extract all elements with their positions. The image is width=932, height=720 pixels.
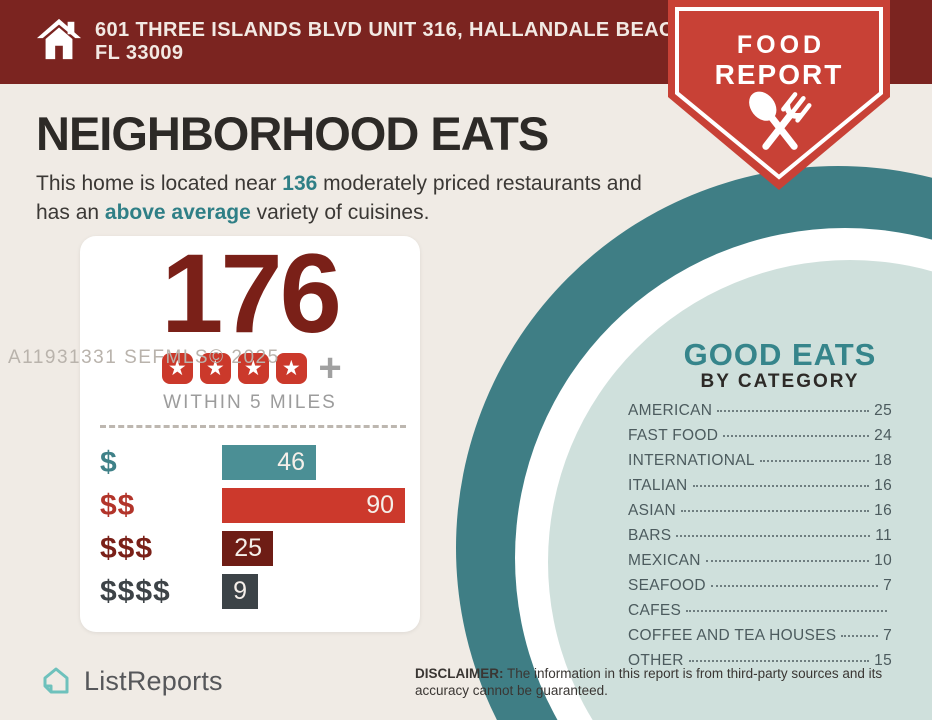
listreports-wordmark: ListReports — [84, 665, 223, 696]
subtitle-text: variety of cuisines. — [250, 201, 430, 224]
category-value: 15 — [874, 652, 892, 669]
price-bar: 9 — [222, 574, 258, 609]
page-title: NEIGHBORHOOD EATS — [36, 107, 549, 160]
category-dots — [759, 460, 870, 462]
star-icon: ★ — [161, 352, 193, 384]
category-label: BARS — [628, 527, 672, 544]
good-eats-title: GOOD EATS — [683, 337, 877, 372]
price-bar: 25 — [222, 531, 273, 566]
category-label: AMERICAN — [628, 402, 713, 419]
star-icon: ★ — [199, 352, 231, 384]
category-row: OTHER 15 — [628, 652, 892, 677]
good-eats-subtitle: BY CATEGORY — [700, 371, 860, 392]
price-tier-label: $$$$ — [100, 574, 171, 608]
category-label: CAFES — [628, 602, 682, 619]
category-row: CAFES — [628, 602, 892, 627]
address-line-1: 601 THREE ISLANDS BLVD UNIT 316, HALLAND… — [95, 19, 695, 41]
category-label: ITALIAN — [628, 477, 688, 494]
subtitle-highlight: 136 — [282, 172, 318, 195]
category-row: MEXICAN 10 — [628, 552, 892, 577]
subtitle-text: moderately priced restaurants and — [317, 172, 642, 195]
category-row: ITALIAN 16 — [628, 477, 892, 502]
price-bar-value: 25 — [234, 534, 262, 562]
badge-title-line2: REPORT — [715, 59, 844, 90]
category-value: 16 — [874, 502, 892, 519]
category-row: SEAFOOD 7 — [628, 577, 892, 602]
category-value: 18 — [874, 452, 892, 469]
category-list: AMERICAN 25 FAST FOOD 24 INTERNATIONAL 18 ITAL… — [628, 402, 892, 677]
category-label: ASIAN — [628, 502, 677, 519]
category-dots — [676, 535, 871, 537]
price-bar-value: 9 — [233, 577, 247, 605]
category-row: ASIAN 16 — [628, 502, 892, 527]
price-tier-label: $$ — [100, 488, 136, 522]
disclaimer-text: The information in this report is from t… — [415, 666, 883, 698]
price-tier-label: $$$ — [100, 531, 154, 565]
category-dots — [681, 510, 870, 512]
badge-title-line1: FOOD — [737, 31, 825, 59]
category-value: 7 — [883, 627, 892, 644]
category-row: BARS 11 — [628, 527, 892, 552]
category-value: 24 — [874, 427, 892, 444]
category-dots — [710, 585, 879, 587]
price-bar-row: $46 — [100, 445, 406, 480]
price-bar: 46 — [222, 445, 316, 480]
listreports-house-icon — [43, 667, 69, 694]
category-label: MEXICAN — [628, 552, 701, 569]
category-label: FAST FOOD — [628, 427, 719, 444]
category-label: OTHER — [628, 652, 684, 669]
category-dots — [688, 660, 870, 662]
disclaimer: DISCLAIMER: The information in this repo… — [415, 666, 909, 699]
spoon-fork-icon — [749, 91, 812, 150]
price-bar-value: 90 — [366, 491, 394, 519]
price-bar-row: $$$ 25 — [100, 531, 406, 566]
category-row: COFFEE AND TEA HOUSES 7 — [628, 627, 892, 652]
category-dots — [717, 410, 870, 412]
price-bar-value: 46 — [277, 448, 305, 476]
category-value: 10 — [874, 552, 892, 569]
category-value: 25 — [874, 402, 892, 419]
radius-label: WITHIN 5 MILES — [163, 392, 337, 413]
star-icon: ★ — [275, 352, 307, 384]
category-value: 7 — [883, 577, 892, 594]
header-bar: 601 THREE ISLANDS BLVD UNIT 316, HALLAND… — [0, 0, 932, 84]
food-report-badge: FOOD REPORT — [668, 0, 890, 190]
category-value: 11 — [875, 527, 892, 544]
category-row: FAST FOOD 24 — [628, 427, 892, 452]
star-icon: ★ — [237, 352, 269, 384]
price-bar: 90 — [222, 488, 405, 523]
category-row: INTERNATIONAL 18 — [628, 452, 892, 477]
subtitle-text: This home is located near — [36, 172, 283, 195]
disclaimer-label: DISCLAIMER: — [415, 666, 504, 681]
page-subtitle: This home is located near 136 moderately… — [36, 169, 642, 227]
category-dots — [841, 635, 879, 637]
category-dots — [705, 560, 870, 562]
category-label: SEAFOOD — [628, 577, 706, 594]
mls-watermark: A11931331 SEFMLS© 2025 — [8, 347, 280, 368]
dotted-separator — [100, 425, 406, 428]
rating-stars: ★ ★ ★ ★ + — [80, 345, 420, 390]
property-address: 601 THREE ISLANDS BLVD UNIT 316, HALLAND… — [95, 19, 695, 65]
category-dots — [686, 610, 887, 612]
category-label: COFFEE AND TEA HOUSES — [628, 627, 837, 644]
price-bar-row: $$$$ 9 — [100, 574, 406, 609]
category-dots — [723, 435, 870, 437]
restaurant-stats-card: 176 ★ ★ ★ ★ + WITHIN 5 MILES $46 $$ 90 $$$ 25 $$$… — [80, 236, 420, 632]
category-value: 16 — [874, 477, 892, 494]
category-label: INTERNATIONAL — [628, 452, 755, 469]
address-line-2: FL 33009 — [95, 42, 184, 64]
price-bar-row: $$ 90 — [100, 488, 406, 523]
price-tier-label: $ — [100, 445, 118, 479]
price-bars: $46 $$ 90 $$$ 25 $$$$ 9 — [100, 445, 406, 617]
category-row: AMERICAN 25 — [628, 402, 892, 427]
listreports-logo: ListReports — [38, 662, 223, 700]
plus-icon: + — [318, 345, 342, 390]
subtitle-text: has an — [36, 201, 105, 224]
home-icon — [36, 18, 82, 60]
category-dots — [692, 485, 870, 487]
total-restaurants-count: 176 — [161, 231, 342, 356]
subtitle-highlight: above average — [104, 201, 251, 224]
